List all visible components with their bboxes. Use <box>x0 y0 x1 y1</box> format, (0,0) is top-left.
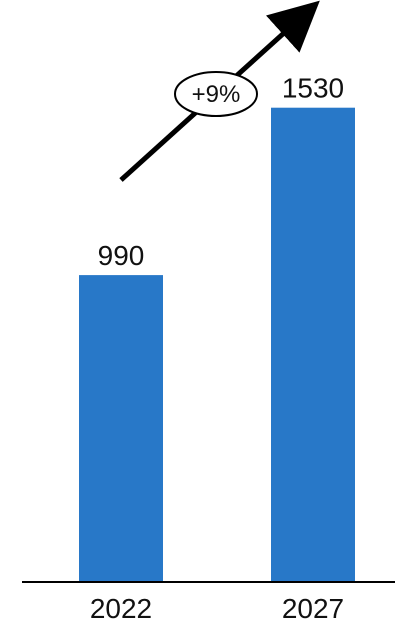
bars-layer <box>79 107 355 582</box>
growth-bubble <box>174 71 258 117</box>
bar-2027 <box>271 107 355 582</box>
data-label-2022: 990 <box>98 240 145 271</box>
growth-label: +9% <box>192 81 241 108</box>
x-tick-labels-layer: 2022 2027 <box>90 593 344 622</box>
data-label-2027: 1530 <box>282 73 344 104</box>
data-labels-layer: 990 1530 <box>98 73 345 271</box>
bar-2022 <box>79 275 163 582</box>
x-tick-label-2022: 2022 <box>90 593 152 622</box>
x-tick-label-2027: 2027 <box>282 593 344 622</box>
growth-annotation: +9% <box>119 0 320 182</box>
